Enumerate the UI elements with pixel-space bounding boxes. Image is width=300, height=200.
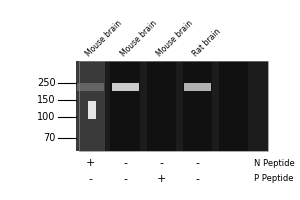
Text: Rat brain: Rat brain <box>191 27 223 59</box>
Text: 250: 250 <box>37 78 56 88</box>
Bar <box>219 61 248 151</box>
Text: -: - <box>195 174 200 184</box>
Bar <box>112 83 139 91</box>
Text: P Peptide: P Peptide <box>254 174 293 183</box>
Text: 100: 100 <box>37 112 56 122</box>
Bar <box>79 61 268 151</box>
Text: 70: 70 <box>43 133 56 143</box>
Bar <box>110 61 140 151</box>
Text: -: - <box>123 158 127 168</box>
Bar <box>88 101 96 119</box>
Bar <box>76 61 105 151</box>
Text: Mouse brain: Mouse brain <box>119 19 158 59</box>
Bar <box>183 61 212 151</box>
Text: +: + <box>157 174 166 184</box>
Text: -: - <box>123 174 127 184</box>
Bar <box>77 83 104 91</box>
Text: N Peptide: N Peptide <box>254 159 294 168</box>
Text: -: - <box>159 158 163 168</box>
Text: 150: 150 <box>37 95 56 105</box>
Text: +: + <box>86 158 95 168</box>
Bar <box>147 61 176 151</box>
Bar <box>184 83 211 91</box>
Text: Mouse brain: Mouse brain <box>84 19 124 59</box>
Bar <box>79 61 268 151</box>
Text: -: - <box>88 174 92 184</box>
Text: -: - <box>195 158 200 168</box>
Text: Mouse brain: Mouse brain <box>155 19 194 59</box>
